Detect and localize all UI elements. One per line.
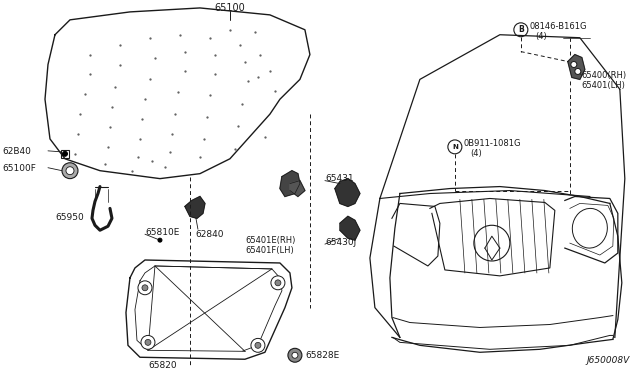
Text: N: N xyxy=(452,144,458,150)
Circle shape xyxy=(288,348,302,362)
Text: 65401F(LH): 65401F(LH) xyxy=(245,246,294,255)
Circle shape xyxy=(251,339,265,352)
Circle shape xyxy=(575,68,581,74)
Text: 08146-B161G: 08146-B161G xyxy=(530,22,588,31)
Polygon shape xyxy=(335,179,360,206)
Circle shape xyxy=(448,140,462,154)
Circle shape xyxy=(255,342,261,348)
Polygon shape xyxy=(280,171,300,196)
Polygon shape xyxy=(340,217,360,240)
Text: (4): (4) xyxy=(535,32,547,41)
Text: 65950: 65950 xyxy=(55,214,84,222)
Circle shape xyxy=(145,339,151,345)
Text: J650008V: J650008V xyxy=(587,356,630,365)
Text: 65430J: 65430J xyxy=(325,238,356,247)
Text: 65431: 65431 xyxy=(325,174,353,183)
Text: 62B40: 62B40 xyxy=(2,147,31,156)
Bar xyxy=(61,150,69,158)
Polygon shape xyxy=(185,196,205,218)
Polygon shape xyxy=(290,181,305,196)
Text: 65401(LH): 65401(LH) xyxy=(582,81,626,90)
Circle shape xyxy=(158,238,162,242)
Text: 65820: 65820 xyxy=(148,361,177,370)
Circle shape xyxy=(571,61,577,67)
Circle shape xyxy=(63,151,67,156)
Text: 0B911-1081G: 0B911-1081G xyxy=(464,139,522,148)
Circle shape xyxy=(292,352,298,358)
Polygon shape xyxy=(568,55,585,79)
Text: 65100: 65100 xyxy=(214,3,245,13)
Circle shape xyxy=(138,281,152,295)
Circle shape xyxy=(66,167,74,175)
Circle shape xyxy=(271,276,285,290)
Text: 65400(RH): 65400(RH) xyxy=(582,71,627,80)
Circle shape xyxy=(275,280,281,286)
Text: 65401E(RH): 65401E(RH) xyxy=(245,236,295,245)
Text: 65810E: 65810E xyxy=(145,228,179,237)
Text: B: B xyxy=(518,25,524,34)
Circle shape xyxy=(142,285,148,291)
Text: 65100F: 65100F xyxy=(2,164,36,173)
Circle shape xyxy=(141,336,155,349)
Text: 62840: 62840 xyxy=(195,230,223,239)
Circle shape xyxy=(62,163,78,179)
Circle shape xyxy=(514,23,528,37)
Text: 65828E: 65828E xyxy=(305,351,339,360)
Text: (4): (4) xyxy=(470,149,482,158)
